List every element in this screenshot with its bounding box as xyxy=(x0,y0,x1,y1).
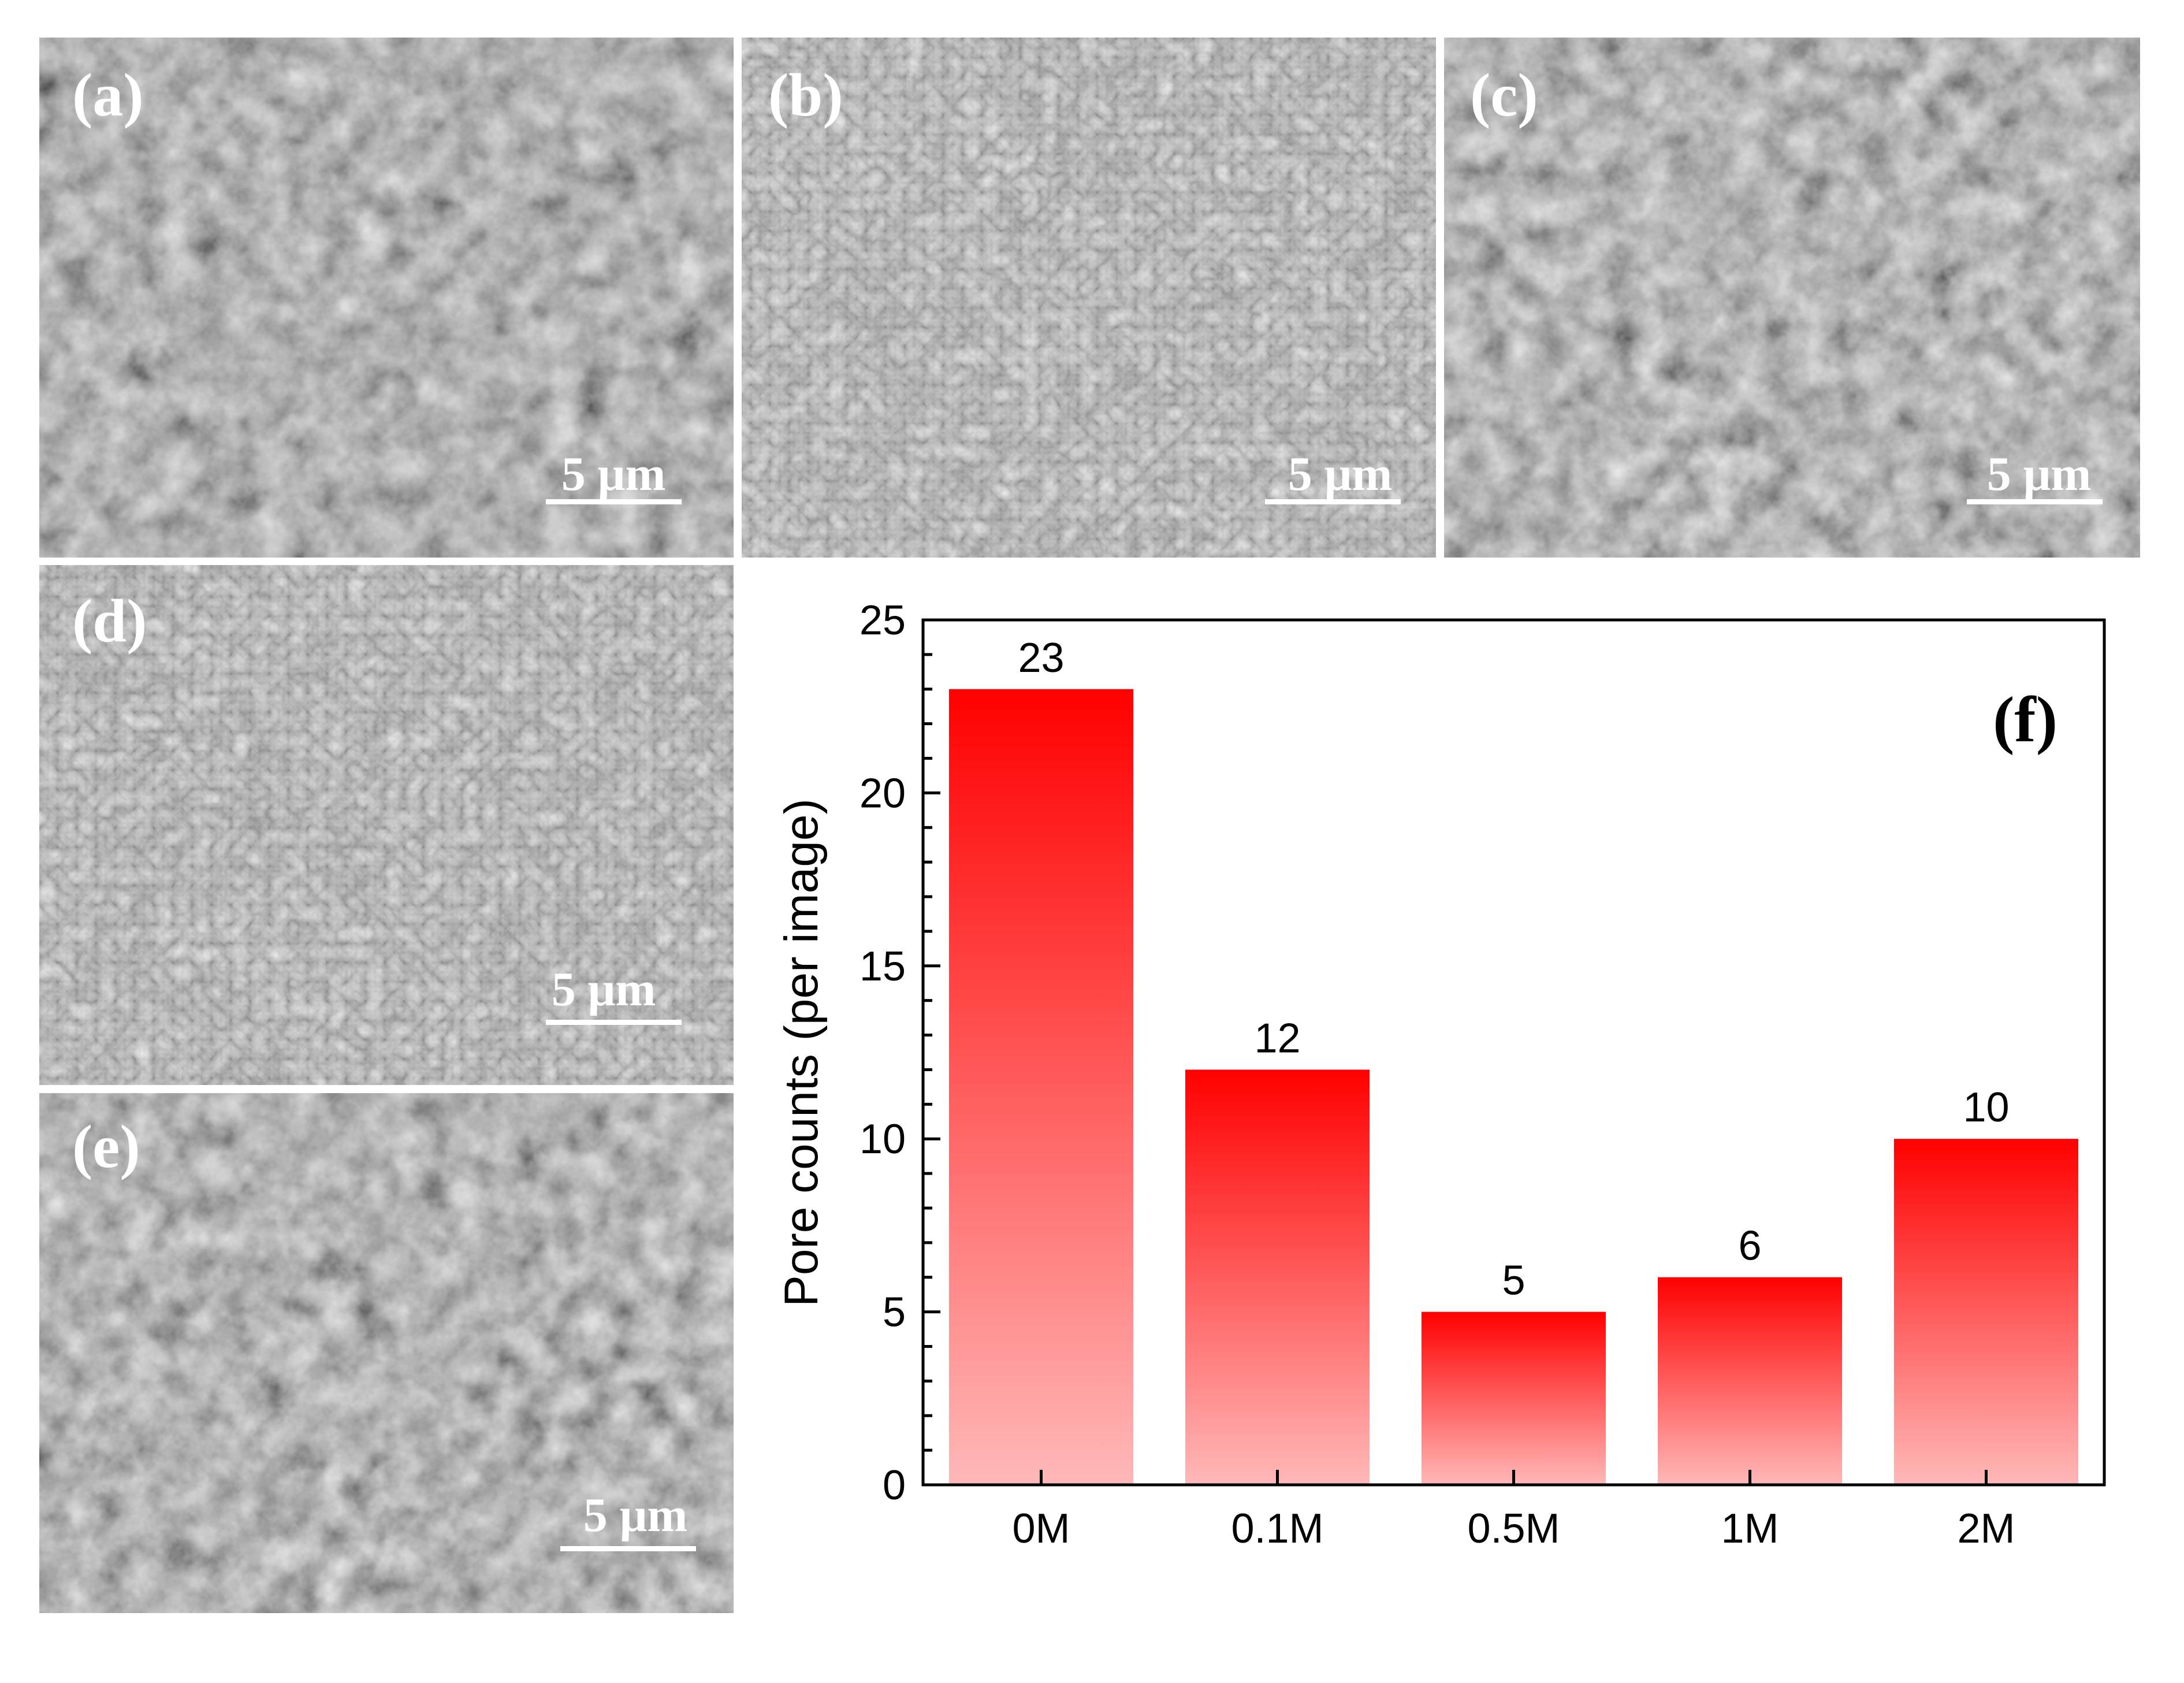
bar-value-label-1M: 6 xyxy=(1738,1223,1761,1269)
sem-panel-b: (b) 5 μm xyxy=(742,38,1436,558)
y-tick-label-0: 0 xyxy=(883,1462,906,1509)
x-axis-tick-labels: 0M 0.1M 0.5M 1M 2M xyxy=(1012,1506,2015,1552)
bar-0M xyxy=(948,689,1134,1485)
bar-0.5M xyxy=(1421,1312,1606,1485)
x-tick-label-0.1M: 0.1M xyxy=(1231,1506,1323,1552)
scale-label-e: 5 μm xyxy=(583,1488,688,1542)
x-axis-ticks xyxy=(1040,1470,1988,1485)
scale-bar-d xyxy=(546,1020,682,1025)
scale-bar-a xyxy=(546,499,682,504)
x-tick-label-2M: 2M xyxy=(1957,1506,2015,1552)
bar-value-label-0.1M: 12 xyxy=(1254,1015,1300,1061)
sem-panel-a: (a) 5 μm xyxy=(39,38,734,558)
y-axis-title: Pore counts (per image) xyxy=(775,798,828,1307)
sem-panel-d: (d) 5 μm xyxy=(39,565,734,1085)
scale-bar-b xyxy=(1265,499,1401,504)
bar-labels-group: 23 12 5 6 10 xyxy=(1018,635,2009,1304)
y-axis-tick-labels: 0 5 10 15 20 25 xyxy=(860,597,906,1509)
bars-group xyxy=(948,689,2079,1485)
y-tick-label-25: 25 xyxy=(860,597,906,644)
sem-panel-e: (e) 5 μm xyxy=(39,1093,734,1613)
y-tick-label-20: 20 xyxy=(860,770,906,816)
bar-1M xyxy=(1657,1277,1843,1485)
x-tick-label-0.5M: 0.5M xyxy=(1467,1506,1560,1552)
y-tick-label-15: 15 xyxy=(860,943,906,990)
bar-value-label-0M: 23 xyxy=(1018,635,1064,681)
x-tick-label-0M: 0M xyxy=(1012,1506,1070,1552)
scale-bar-e xyxy=(560,1546,696,1551)
bar-chart: 23 12 5 6 10 0 5 10 15 20 25 0M 0.1M 0.5M 1M 2M Pore … xyxy=(775,597,2106,1552)
scale-label-a: 5 μm xyxy=(561,447,666,501)
panel-label-c: (c) xyxy=(1470,61,1538,129)
scale-label-b: 5 μm xyxy=(1288,447,1393,501)
panel-label-a: (a) xyxy=(72,61,144,129)
scale-bar-c xyxy=(1967,499,2103,504)
bar-value-label-0.5M: 5 xyxy=(1502,1258,1525,1304)
panel-label-d: (d) xyxy=(72,587,147,655)
panel-label-e: (e) xyxy=(72,1113,140,1180)
panel-label-b: (b) xyxy=(768,61,843,129)
y-axis-ticks xyxy=(923,618,940,1487)
sem-panel-c: (c) 5 μm xyxy=(1444,38,2140,558)
chart-panel-label: (f) xyxy=(1993,684,2058,756)
y-tick-label-10: 10 xyxy=(860,1116,906,1162)
bar-value-label-2M: 10 xyxy=(1963,1084,2009,1131)
scale-label-d: 5 μm xyxy=(552,963,656,1016)
y-tick-label-5: 5 xyxy=(883,1290,906,1336)
x-tick-label-1M: 1M xyxy=(1721,1506,1779,1552)
bar-2M xyxy=(1893,1139,2079,1485)
bar-0.1M xyxy=(1185,1069,1370,1485)
scale-label-c: 5 μm xyxy=(1987,447,2092,501)
